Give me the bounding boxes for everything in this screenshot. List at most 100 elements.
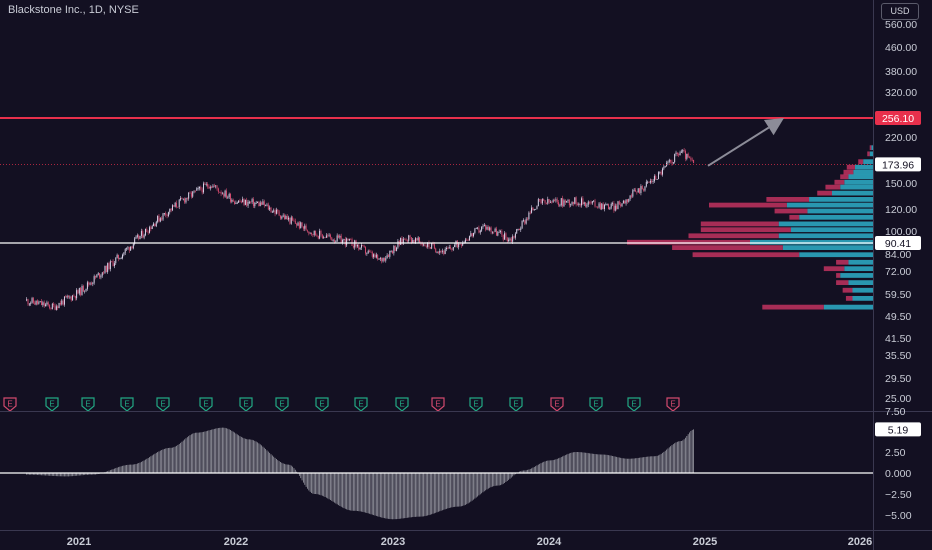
candle-body [554,200,556,201]
earnings-marker[interactable]: E [81,397,95,412]
candle-body [382,257,384,262]
earnings-marker[interactable]: E [3,397,17,412]
candle-body [315,230,317,235]
earnings-marker[interactable]: E [431,397,445,412]
candle-body [344,239,346,246]
time-tick-label: 2021 [67,536,91,548]
candle-body [243,198,245,205]
earnings-marker[interactable]: E [469,397,483,412]
candle-body [138,235,140,239]
candle-body [281,216,283,219]
earnings-marker[interactable]: E [550,397,564,412]
candle-body [274,210,276,214]
candle-body [502,234,504,240]
earnings-marker[interactable]: E [199,397,213,412]
candle-body [450,246,452,249]
candle-body [39,301,41,303]
candle-body [321,234,323,238]
candle-body [467,240,469,241]
candle-body [664,166,666,167]
earnings-marker[interactable]: E [395,397,409,412]
candle-body [451,248,453,250]
candle-body [132,243,134,249]
candle-body [36,300,38,304]
candle-body [421,243,423,246]
candle-body [365,247,367,254]
candle-body [166,215,168,217]
svg-text:173.96: 173.96 [882,159,914,171]
candle-body [95,276,97,278]
candle-body [510,238,512,242]
candle-body [197,188,199,190]
candle-body [27,299,29,305]
candle-body [483,224,485,227]
svg-text:E: E [631,400,636,409]
earnings-marker[interactable]: E [275,397,289,412]
currency-button[interactable]: USD [881,3,919,20]
earnings-marker[interactable]: E [354,397,368,412]
candle-body [109,261,111,270]
candle-body [331,237,333,241]
candle-body [481,226,483,231]
arrow-head [763,118,784,136]
candle-body [305,225,307,231]
trend-arrow[interactable] [707,118,784,167]
candle-body [679,152,681,156]
candle-body [323,237,325,239]
earnings-marker[interactable]: E [120,397,134,412]
candle-body [387,255,389,257]
candle-body [188,192,190,199]
candle-body [223,193,225,197]
candle-body [640,186,642,194]
candle-body [440,250,442,252]
candle-body [157,215,159,222]
candle-body [432,243,434,245]
earnings-marker[interactable]: E [509,397,523,412]
candle-body [282,215,284,217]
candle-body [308,231,310,234]
candle-body [460,244,462,246]
svg-text:E: E [85,400,90,409]
candle-body [73,295,75,297]
svg-text:256.10: 256.10 [882,113,914,125]
candle-body [244,199,246,205]
candle-body [678,154,680,156]
earnings-marker[interactable]: E [589,397,603,412]
candle-body [174,202,176,207]
earnings-marker[interactable]: E [156,397,170,412]
candle-body [643,189,645,191]
candle-body [306,230,308,232]
candle-body [89,283,91,285]
candle-body [583,202,585,205]
candle-body [425,246,427,248]
candle-body [293,220,295,222]
candle-body [213,185,215,187]
candle-body [443,250,445,255]
candle-body [630,195,632,197]
volume-profile-down-bar [858,159,864,165]
candle-body [265,204,267,206]
candle-body [529,212,531,214]
candle-body [431,243,433,249]
candle-body [80,287,82,295]
earnings-marker[interactable]: E [239,397,253,412]
candle-body [126,248,128,250]
candle-body [513,236,515,238]
candle-body [413,239,415,243]
candle-body [236,202,238,204]
horizontal-levels[interactable] [0,117,873,244]
earnings-marker[interactable]: E [45,397,59,412]
earnings-marker[interactable]: E [666,397,680,412]
earnings-marker[interactable]: E [315,397,329,412]
candle-body [165,213,167,216]
candle-body [171,205,173,211]
candle-body [30,302,32,304]
candle-body [246,199,248,206]
candle-body [620,204,622,207]
candle-body [528,212,530,220]
candle-body [397,241,399,248]
earnings-marker[interactable]: E [627,397,641,412]
